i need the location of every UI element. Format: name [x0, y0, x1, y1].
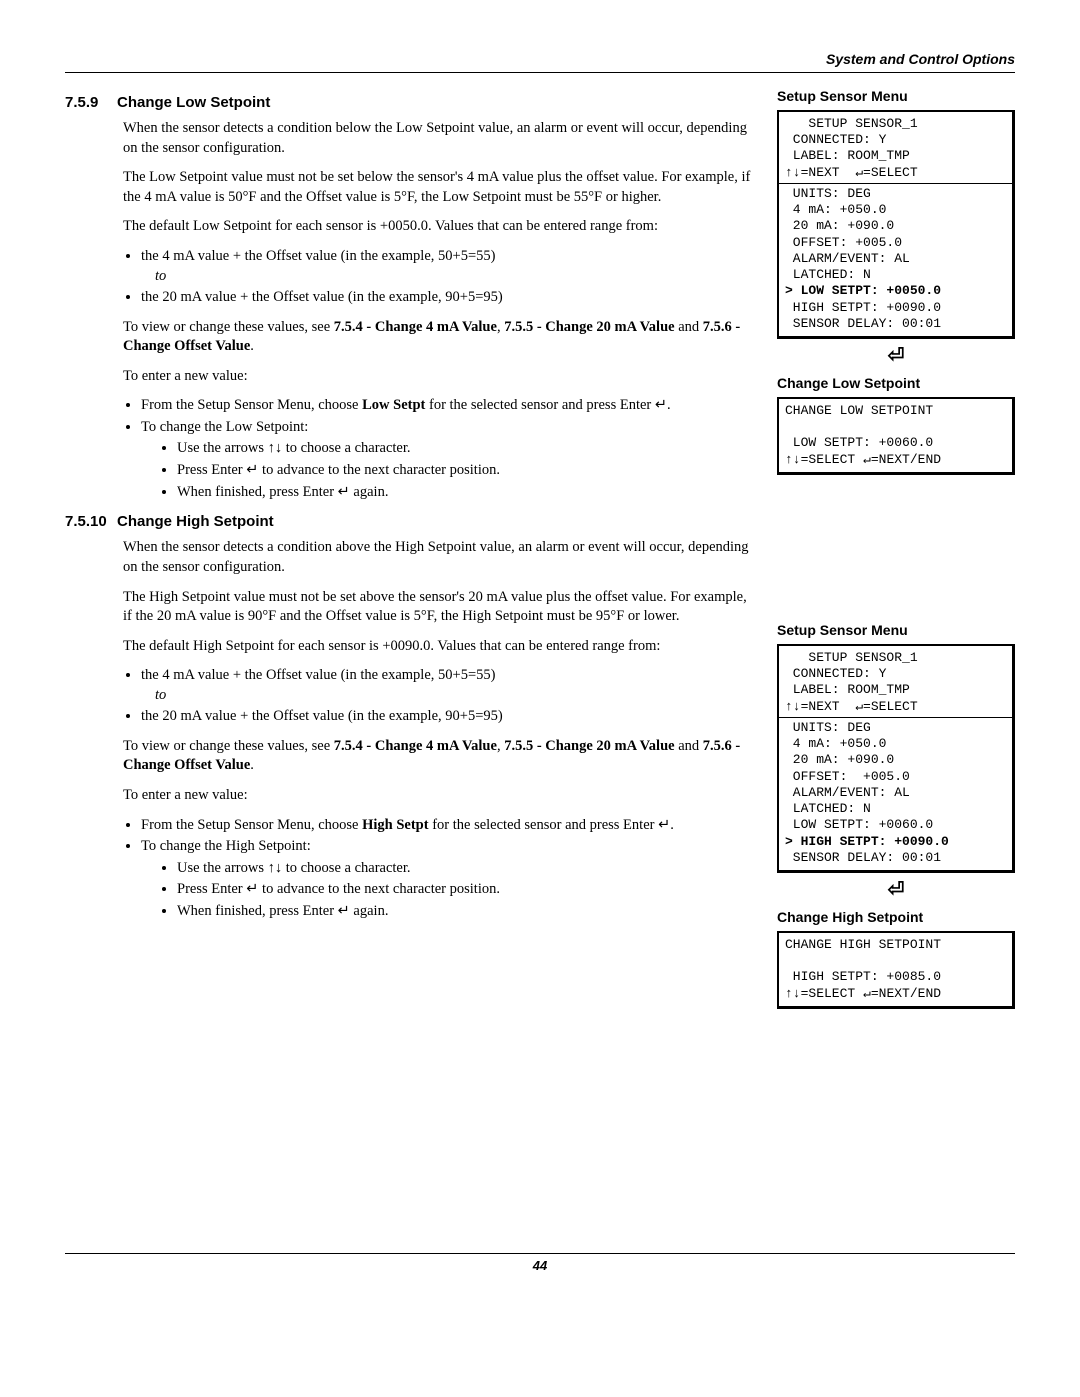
lcd-text: UNITS: DEG 4 mA: +050.0 20 mA: +090.0 OF… [785, 720, 933, 833]
side-column: Setup Sensor Menu SETUP SENSOR_1 CONNECT… [777, 83, 1015, 1013]
lcd-text: UNITS: DEG 4 mA: +050.0 20 mA: +090.0 OF… [785, 186, 910, 282]
paragraph: When the sensor detects a condition abov… [123, 538, 757, 577]
text: and [675, 319, 703, 335]
steps-list: From the Setup Sensor Menu, choose High … [123, 816, 757, 922]
steps-list: From the Setup Sensor Menu, choose Low S… [123, 396, 757, 502]
range-text: the 4 mA value + the Offset value (in th… [141, 667, 495, 683]
main-column: 7.5.9Change Low Setpoint When the sensor… [65, 83, 757, 1013]
paragraph: The default Low Setpoint for each sensor… [123, 217, 757, 237]
list-item: Press Enter ↵ to advance to the next cha… [177, 880, 757, 900]
page-footer: 44 [65, 1253, 1015, 1275]
text: From the Setup Sensor Menu, choose [141, 817, 362, 833]
text: for the selected sensor and press Enter … [429, 817, 674, 833]
paragraph: To enter a new value: [123, 786, 757, 806]
lcd-selected: > HIGH SETPT: +0090.0 [785, 834, 949, 849]
text: for the selected sensor and press Enter … [425, 397, 670, 413]
list-item: When finished, press Enter ↵ again. [177, 483, 757, 503]
text: . [250, 757, 254, 773]
ref-bold: 7.5.4 - Change 4 mA Value [334, 319, 497, 335]
range-text: the 4 mA value + the Offset value (in th… [141, 248, 495, 264]
paragraph: To enter a new value: [123, 367, 757, 387]
text: To change the High Setpoint: [141, 838, 311, 854]
lcd-divider [779, 717, 1012, 718]
ref-bold: 7.5.5 - Change 20 mA Value [504, 738, 674, 754]
text: From the Setup Sensor Menu, choose [141, 397, 362, 413]
lcd-text: SETUP SENSOR_1 CONNECTED: Y LABEL: ROOM_… [785, 116, 918, 180]
lcd-text: SENSOR DELAY: 00:01 [785, 850, 941, 865]
range-list: the 4 mA value + the Offset value (in th… [123, 666, 757, 727]
list-item: the 4 mA value + the Offset value (in th… [141, 666, 757, 705]
lcd-selected: > LOW SETPT: +0050.0 [785, 283, 941, 298]
list-item: the 4 mA value + the Offset value (in th… [141, 247, 757, 286]
sub-steps: Use the arrows ↑↓ to choose a character.… [159, 439, 757, 502]
paragraph: The default High Setpoint for each senso… [123, 637, 757, 657]
paragraph: The High Setpoint value must not be set … [123, 588, 757, 627]
enter-icon: ⏎ [777, 877, 1015, 904]
text: To view or change these values, see [123, 738, 334, 754]
list-item: From the Setup Sensor Menu, choose High … [141, 816, 757, 836]
ref-bold: 7.5.5 - Change 20 mA Value [504, 319, 674, 335]
section-title: Change Low Setpoint [117, 94, 270, 111]
paragraph: The Low Setpoint value must not be set b… [123, 168, 757, 207]
list-item: the 20 mA value + the Offset value (in t… [141, 707, 757, 727]
list-item: When finished, press Enter ↵ again. [177, 902, 757, 922]
section-heading-high: 7.5.10Change High Setpoint [65, 512, 757, 532]
list-item: To change the High Setpoint: Use the arr… [141, 837, 757, 921]
text: . [250, 338, 254, 354]
lcd-change-low: CHANGE LOW SETPOINT LOW SETPT: +0060.0 ↑… [777, 397, 1015, 475]
list-item: Use the arrows ↑↓ to choose a character. [177, 439, 757, 459]
bold: Low Setpt [362, 397, 425, 413]
lcd-setup-sensor-1: SETUP SENSOR_1 CONNECTED: Y LABEL: ROOM_… [777, 110, 1015, 339]
lcd-setup-sensor-2: SETUP SENSOR_1 CONNECTED: Y LABEL: ROOM_… [777, 644, 1015, 873]
text: To view or change these values, see [123, 319, 334, 335]
side-heading-change-low: Change Low Setpoint [777, 374, 1015, 393]
list-item: Use the arrows ↑↓ to choose a character. [177, 859, 757, 879]
list-item: To change the Low Setpoint: Use the arro… [141, 418, 757, 502]
bold: High Setpt [362, 817, 428, 833]
range-to: to [155, 267, 757, 287]
side-heading-change-high: Change High Setpoint [777, 908, 1015, 927]
lcd-text: SETUP SENSOR_1 CONNECTED: Y LABEL: ROOM_… [785, 650, 918, 714]
range-list: the 4 mA value + the Offset value (in th… [123, 247, 757, 308]
section-number: 7.5.9 [65, 93, 117, 113]
paragraph: When the sensor detects a condition belo… [123, 119, 757, 158]
paragraph: To view or change these values, see 7.5.… [123, 318, 757, 357]
section-number: 7.5.10 [65, 512, 117, 532]
range-to: to [155, 686, 757, 706]
ref-bold: 7.5.4 - Change 4 mA Value [334, 738, 497, 754]
enter-icon: ⏎ [777, 343, 1015, 370]
section-title: Change High Setpoint [117, 513, 274, 530]
paragraph: To view or change these values, see 7.5.… [123, 737, 757, 776]
list-item: the 20 mA value + the Offset value (in t… [141, 288, 757, 308]
sub-steps: Use the arrows ↑↓ to choose a character.… [159, 859, 757, 922]
text: To change the Low Setpoint: [141, 419, 308, 435]
side-heading-setup-2: Setup Sensor Menu [777, 621, 1015, 640]
section-heading-low: 7.5.9Change Low Setpoint [65, 93, 757, 113]
text: and [675, 738, 703, 754]
lcd-divider [779, 183, 1012, 184]
list-item: Press Enter ↵ to advance to the next cha… [177, 461, 757, 481]
side-heading-setup-1: Setup Sensor Menu [777, 87, 1015, 106]
list-item: From the Setup Sensor Menu, choose Low S… [141, 396, 757, 416]
lcd-text: HIGH SETPT: +0090.0 SENSOR DELAY: 00:01 [785, 300, 941, 331]
lcd-change-high: CHANGE HIGH SETPOINT HIGH SETPT: +0085.0… [777, 931, 1015, 1009]
page-header: System and Control Options [65, 50, 1015, 73]
